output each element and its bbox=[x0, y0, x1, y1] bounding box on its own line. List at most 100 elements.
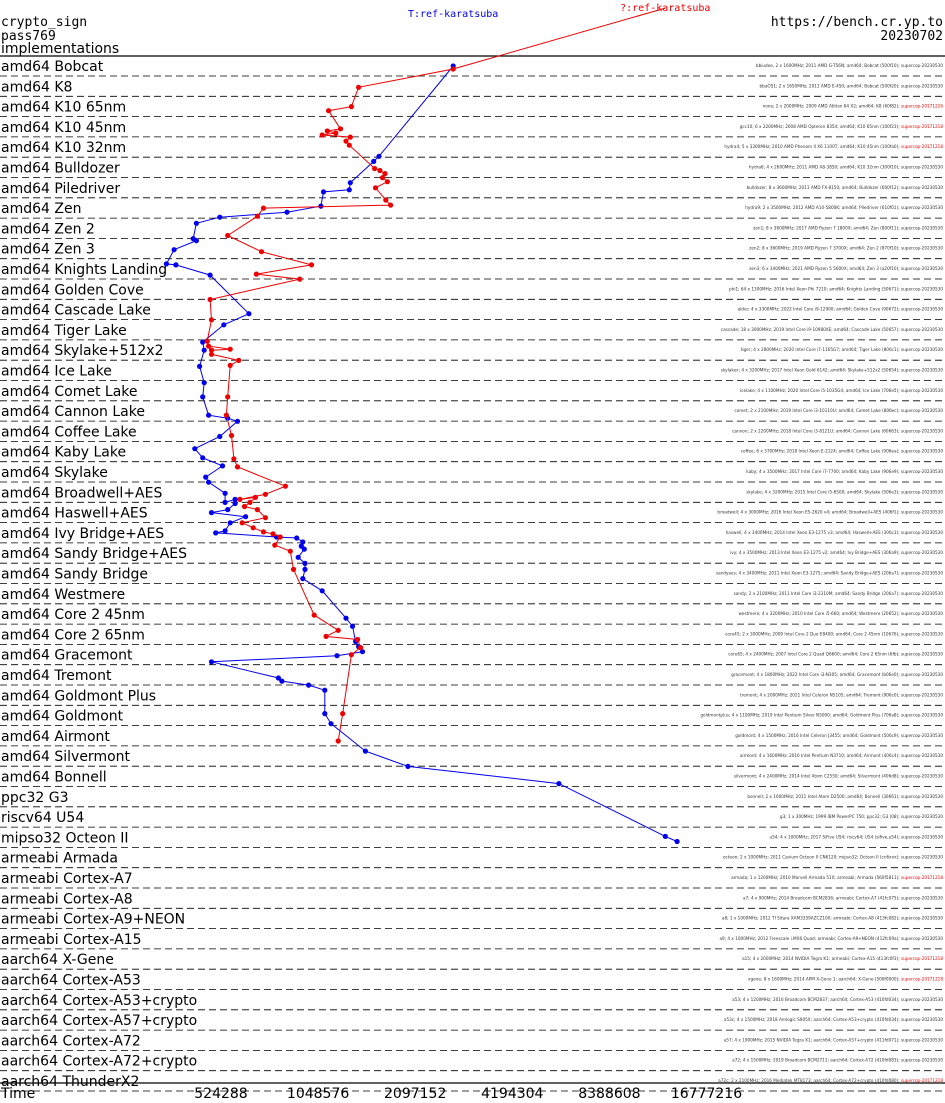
x-tick-label: 8388608 bbox=[578, 1086, 640, 1102]
row-note-version: supercop-20171218 bbox=[901, 977, 943, 982]
row-note-version: supercop-20230530 bbox=[901, 997, 943, 1002]
implementation-name: pass769 bbox=[1, 29, 56, 44]
data-point bbox=[306, 682, 312, 688]
data-point bbox=[204, 338, 210, 344]
row-note-version: supercop-20230530 bbox=[901, 408, 943, 413]
data-point bbox=[335, 627, 341, 633]
data-point bbox=[206, 343, 212, 349]
data-point bbox=[232, 496, 238, 502]
data-point bbox=[227, 362, 233, 368]
data-point bbox=[250, 525, 256, 531]
data-point bbox=[247, 499, 253, 505]
data-point bbox=[234, 418, 241, 424]
row-label: amd64 Coffee Lake bbox=[1, 424, 137, 440]
row-note-version: supercop-20230530 bbox=[901, 814, 943, 819]
row-label: amd64 Sandy Bridge+AES bbox=[1, 546, 187, 562]
data-point bbox=[200, 339, 206, 345]
row-label: amd64 Zen bbox=[1, 201, 81, 217]
data-point bbox=[308, 262, 315, 268]
row-machine-note: zen2; 8 x 3600MHz; 2019 AMD Ryzen 7 3700… bbox=[749, 246, 943, 251]
row-label: armeabi Cortex-A15 bbox=[1, 932, 142, 948]
data-point bbox=[346, 142, 352, 148]
data-point bbox=[200, 394, 206, 400]
row-label: amd64 Core 2 45nm bbox=[1, 607, 145, 623]
data-point bbox=[674, 838, 680, 845]
row-machine-note: bbaO51; 2 x 1650MHz; 2011 AMD E-450; amd… bbox=[760, 83, 944, 88]
row-machine-note: sandyaes; 4 x 3400MHz; 2011 Intel Xeon E… bbox=[716, 571, 943, 576]
data-point bbox=[197, 363, 203, 369]
row-label: amd64 Ivy Bridge+AES bbox=[1, 526, 164, 542]
data-point bbox=[163, 261, 169, 267]
data-point bbox=[322, 711, 328, 717]
row-note-version: supercop-20230530 bbox=[901, 347, 943, 352]
row-note-version: supercop-20230530 bbox=[901, 652, 943, 657]
data-point bbox=[326, 108, 332, 114]
data-point bbox=[284, 209, 290, 215]
report-date: 20230702 bbox=[880, 29, 943, 44]
data-point bbox=[371, 158, 377, 164]
row-machine-note: a57; 4 x 1900MHz; 2015 NVIDIA Tegra X1; … bbox=[724, 1037, 944, 1042]
row-note-version: supercop-20230530 bbox=[901, 672, 943, 677]
row-machine-note: a7; 4 x 900MHz; 2014 Broadcom BCM2836; a… bbox=[743, 895, 943, 900]
data-point bbox=[227, 520, 233, 526]
data-point bbox=[225, 394, 231, 400]
data-point bbox=[334, 653, 340, 659]
row-note-version: supercop-20230530 bbox=[901, 692, 943, 697]
row-label: mipso32 Octeon II bbox=[1, 830, 129, 846]
data-point bbox=[201, 380, 207, 386]
row-note-version: supercop-20230530 bbox=[901, 307, 943, 312]
row-note-version: supercop-20230530 bbox=[901, 530, 943, 535]
row-label: aarch64 X-Gene bbox=[1, 952, 114, 968]
row-machine-note: none; 2 x 2000MHz; 2009 AMD Athlon 64 X2… bbox=[763, 104, 944, 109]
row-note-version: supercop-20230530 bbox=[901, 185, 943, 190]
row-label: armeabi Cortex-A8 bbox=[1, 891, 133, 907]
data-point bbox=[254, 213, 260, 219]
row-note-version: supercop-20230530 bbox=[901, 1058, 943, 1063]
data-point bbox=[358, 645, 364, 651]
row-label: aarch64 Cortex-A57+crypto bbox=[1, 1013, 197, 1029]
data-point bbox=[556, 781, 562, 787]
row-note-version: supercop-20171218 bbox=[901, 144, 943, 149]
row-label: amd64 Sandy Bridge bbox=[1, 567, 148, 583]
data-point bbox=[318, 203, 324, 209]
row-note-version: supercop-20230530 bbox=[901, 936, 943, 941]
row-machine-note: icelake; 4 x 1100MHz; 2020 Intel Core i5… bbox=[740, 388, 943, 393]
row-note-version: supercop-20230530 bbox=[901, 63, 943, 68]
data-point bbox=[333, 130, 339, 136]
row-machine-note: core45; 2 x 3000MHz; 2009 Intel Core 2 D… bbox=[725, 631, 943, 636]
data-point bbox=[219, 463, 226, 469]
row-label: amd64 K10 45nm bbox=[1, 120, 126, 136]
row-label: amd64 Knights Landing bbox=[1, 262, 167, 278]
row-machine-note: phi1; 64 x 1300MHz; 2016 Intel Xeon Phi … bbox=[729, 286, 943, 291]
data-point bbox=[208, 351, 215, 357]
data-point bbox=[348, 652, 354, 658]
row-machine-note: octeon; 2 x 1000MHz; 2011 Cavium Octeon … bbox=[723, 855, 943, 860]
section-heading: implementations bbox=[1, 41, 120, 57]
row-note-version: supercop-20171218 bbox=[901, 956, 943, 961]
data-point bbox=[217, 214, 223, 220]
data-point bbox=[377, 167, 383, 174]
row-note-version: supercop-20230530 bbox=[901, 1037, 943, 1042]
row-label: amd64 Cannon Lake bbox=[1, 404, 145, 420]
row-label: amd64 Gracemont bbox=[1, 648, 133, 664]
data-point bbox=[346, 187, 352, 193]
data-point bbox=[208, 347, 215, 353]
data-point bbox=[221, 322, 227, 328]
row-note-version: supercop-20230530 bbox=[901, 834, 943, 839]
data-point bbox=[302, 560, 308, 567]
data-point bbox=[201, 347, 207, 353]
data-point bbox=[282, 483, 288, 489]
row-note-version: supercop-20230530 bbox=[901, 225, 943, 230]
row-machine-note: g3; 1 x 300MHz; 1999 IBM PowerPC 750; pp… bbox=[780, 814, 943, 819]
data-point bbox=[405, 763, 411, 770]
row-label: aarch64 Cortex-A72 bbox=[1, 1033, 141, 1049]
row-label: amd64 Skylake+512x2 bbox=[1, 343, 163, 359]
row-machine-note: a15; 4 x 2000MHz; 2014 NVIDIA Tegra K1; … bbox=[742, 956, 943, 961]
row-machine-note: bulldozer; 8 x 3600MHz; 2011 AMD FX-8150… bbox=[747, 185, 944, 190]
data-point bbox=[300, 576, 306, 582]
row-label: amd64 Cascade Lake bbox=[1, 303, 151, 319]
row-label: aarch64 Cortex-A72+crypto bbox=[1, 1054, 197, 1070]
data-point bbox=[239, 520, 245, 526]
x-axis-label: Time bbox=[0, 1086, 35, 1102]
